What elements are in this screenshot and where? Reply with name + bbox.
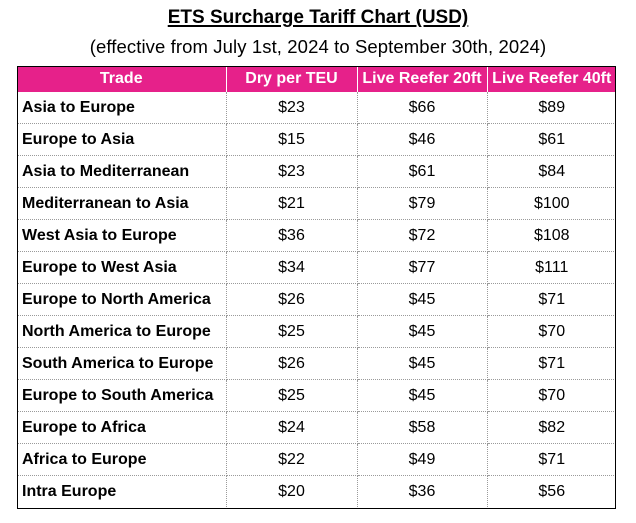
table-row: South America to Europe $26 $45 $71 xyxy=(17,347,616,380)
live-reefer-40ft-cell: $71 xyxy=(487,347,616,380)
dry-per-teu-cell: $23 xyxy=(226,92,358,124)
dry-per-teu-cell: $26 xyxy=(226,347,358,380)
live-reefer-20ft-cell: $61 xyxy=(357,155,488,188)
trade-cell: Africa to Europe xyxy=(17,443,227,476)
live-reefer-20ft-cell: $77 xyxy=(357,251,488,284)
trade-cell: Asia to Mediterranean xyxy=(17,155,227,188)
trade-cell: South America to Europe xyxy=(17,347,227,380)
live-reefer-40ft-cell: $108 xyxy=(487,219,616,252)
dry-per-teu-cell: $20 xyxy=(226,475,358,507)
live-reefer-20ft-cell: $45 xyxy=(357,315,488,348)
trade-cell: Mediterranean to Asia xyxy=(17,187,227,220)
trade-cell: Intra Europe xyxy=(17,475,227,507)
live-reefer-40ft-cell: $56 xyxy=(538,482,566,500)
table-row: Europe to North America $26 $45 $71 xyxy=(17,283,616,316)
dry-per-teu-cell: $23 xyxy=(226,155,358,188)
trade-cell: Europe to West Asia xyxy=(17,251,227,284)
dry-per-teu-cell: $22 xyxy=(226,443,358,476)
surcharge-table: Trade Dry per TEU Live Reefer 20ft Live … xyxy=(17,66,616,507)
live-reefer-20ft-cell: $58 xyxy=(357,411,488,444)
dry-per-teu-cell: $21 xyxy=(226,187,358,220)
live-reefer-20ft-cell: $66 xyxy=(357,92,488,124)
live-reefer-40ft-cell: $84 xyxy=(487,155,616,188)
table-row: Asia to Europe $23 $66 $89 xyxy=(17,92,616,124)
live-reefer-20ft-cell: $36 xyxy=(357,475,488,507)
live-reefer-20ft-cell: $45 xyxy=(357,347,488,380)
dry-per-teu-cell: $25 xyxy=(226,315,358,348)
table-row: Europe to Africa $24 $58 $82 xyxy=(17,411,616,444)
table-body: Asia to Europe $23 $66 $89 Europe to Asia $15… xyxy=(17,92,616,507)
live-reefer-40ft-cell: $70 xyxy=(487,315,616,348)
effective-period-subtitle: (effective from July 1st, 2024 to Septem… xyxy=(89,36,547,57)
dry-per-teu-cell: $26 xyxy=(226,283,358,316)
table-row: Europe to Asia $15 $46 $61 xyxy=(17,123,616,156)
live-reefer-20ft-cell: $49 xyxy=(357,443,488,476)
live-reefer-40ft-cell: $89 xyxy=(487,92,616,124)
trade-cell: Europe to Africa xyxy=(17,411,227,444)
dry-per-teu-cell: $24 xyxy=(226,411,358,444)
trade-cell: North America to Europe xyxy=(17,315,227,348)
dry-per-teu-cell: $25 xyxy=(226,379,358,412)
table-row: Mediterranean to Asia $21 $79 $100 xyxy=(17,187,616,220)
table-row: North America to Europe $25 $45 $70 xyxy=(17,315,616,348)
live-reefer-20ft-cell: $45 xyxy=(357,283,488,316)
header-live-reefer-40ft: Live Reefer 40ft xyxy=(487,66,616,92)
table-row: Asia to Mediterranean $23 $61 $84 xyxy=(17,155,616,188)
live-reefer-20ft-cell: $72 xyxy=(357,219,488,252)
trade-cell: Europe to North America xyxy=(17,283,227,316)
table-row: Intra Europe $20 $36 $56 xyxy=(17,475,616,507)
live-reefer-40ft-cell: $61 xyxy=(487,123,616,156)
page-title: ETS Surcharge Tariff Chart (USD) xyxy=(0,6,636,30)
table-row: Europe to South America $25 $45 $70 xyxy=(17,379,616,412)
header-trade: Trade xyxy=(17,66,227,92)
dry-per-teu-cell: $36 xyxy=(226,219,358,252)
live-reefer-20ft-cell: $45 xyxy=(357,379,488,412)
table-row: Africa to Europe $22 $49 $71 xyxy=(17,443,616,476)
title-text: ETS Surcharge Tariff Chart (USD) xyxy=(167,7,469,28)
live-reefer-40ft-cell: $111 xyxy=(487,251,616,284)
dry-per-teu-cell: $15 xyxy=(226,123,358,156)
table-header-row: Trade Dry per TEU Live Reefer 20ft Live … xyxy=(17,66,616,92)
live-reefer-40ft-cell: $71 xyxy=(487,443,616,476)
dry-per-teu-cell: $34 xyxy=(226,251,358,284)
live-reefer-20ft-cell: $79 xyxy=(357,187,488,220)
live-reefer-40ft-cell: $82 xyxy=(487,411,616,444)
live-reefer-40ft-cell: $100 xyxy=(487,187,616,220)
trade-cell: Asia to Europe xyxy=(17,92,227,124)
trade-cell: Europe to Asia xyxy=(17,123,227,156)
live-reefer-40ft-cell: $70 xyxy=(487,379,616,412)
live-reefer-20ft-cell: $46 xyxy=(357,123,488,156)
header-live-reefer-20ft: Live Reefer 20ft xyxy=(357,66,488,92)
trade-cell: Europe to South America xyxy=(17,379,227,412)
table-row: West Asia to Europe $36 $72 $108 xyxy=(17,219,616,252)
live-reefer-40ft-cell: $71 xyxy=(487,283,616,316)
trade-cell: West Asia to Europe xyxy=(17,219,227,252)
header-dry-per-teu: Dry per TEU xyxy=(226,66,358,92)
table-row: Europe to West Asia $34 $77 $111 xyxy=(17,251,616,284)
